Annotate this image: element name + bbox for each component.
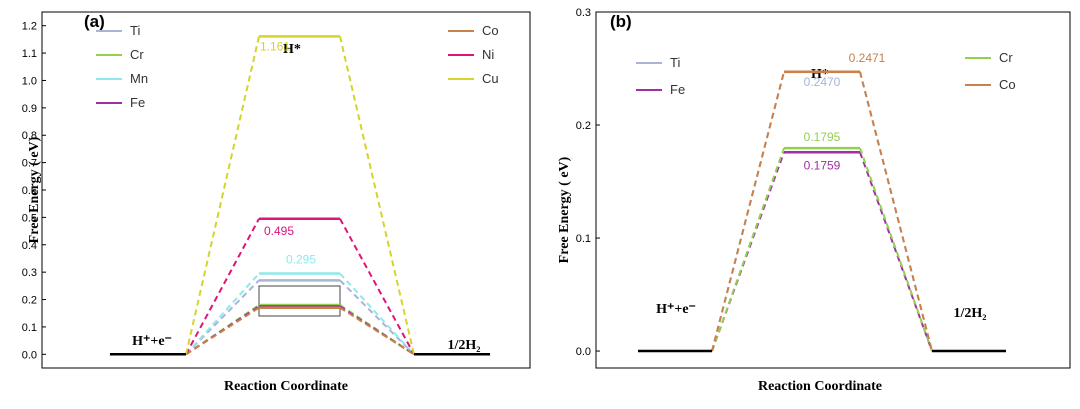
panel-a-series-mn-value-label: 0.295: [286, 253, 316, 267]
panel-a-ytick-label: 1.1: [22, 48, 37, 60]
panel-a-ytick-label: 1.2: [22, 21, 37, 33]
panel-b-plot: 0.0 0.1 0.2 0.3 0.2470 0.1759 0.1795 0.2471 Ti Fe…: [576, 7, 1016, 358]
panel-a-series-co-connector: [185, 306, 415, 356]
panel-b: (b) Reaction Coordinate Free Energy ( eV…: [557, 11, 1071, 394]
panel-b-ytick-label: 0.3: [576, 7, 591, 19]
panel-a-ytick-label: 0.6: [22, 185, 37, 197]
legend-label-ti: Ti: [670, 55, 680, 70]
panel-b-ytick-label: 0.1: [576, 233, 591, 245]
panel-a-series-cu-value-label: 1.161: [260, 39, 290, 53]
panel-b-state-left: H⁺+e⁻: [656, 302, 696, 317]
panel-a-series-mn-connector: [185, 272, 415, 355]
panel-a-series-cu-connector: [185, 36, 415, 355]
panel-a-series-cr-connector: [185, 304, 415, 356]
panel-a-ytick-label: 0.8: [22, 130, 37, 142]
panel-a-xlabel: Reaction Coordinate: [224, 379, 348, 394]
panel-a-series-ti-connector: [185, 279, 415, 356]
panel-a-plot: 0.0 0.1 0.2 0.3 0.4 0.5 0.6 0.7 0.8 0.9 1.0 1.1 1.2 0…: [22, 21, 499, 362]
panel-b-ylabel: Free Energy ( eV): [557, 156, 572, 263]
panel-a-inset-box: [258, 285, 341, 317]
panel-b-ytick-label: 0.0: [576, 346, 591, 358]
panel-a-letter: (a): [84, 12, 105, 31]
panel-b-series-co-value-label: 0.2471: [849, 51, 886, 65]
panel-b-series-ti-connector: [711, 71, 933, 352]
legend-label-fe: Fe: [130, 95, 145, 110]
panel-b-series-ti-value-label: 0.2470: [804, 75, 841, 89]
panel-a-series-ni-value-label: 0.495: [264, 224, 294, 238]
panel-b-frame: [595, 11, 1071, 369]
panel-a-ylabel: Free Energy ( eV): [27, 136, 42, 243]
legend-label-co: Co: [482, 23, 499, 38]
legend-label-cr: Cr: [999, 50, 1013, 65]
panel-b-letter: (b): [610, 12, 632, 31]
panel-a-ytick-label: 0.2: [22, 295, 37, 307]
panel-b-series-co-connector: [711, 71, 933, 352]
legend-label-mn: Mn: [130, 71, 148, 86]
legend-label-ti: Ti: [130, 23, 140, 38]
legend-label-co: Co: [999, 77, 1016, 92]
panel-a-state-right: 1/2H₂: [448, 338, 481, 353]
panel-b-state-right: 1/2H₂: [954, 306, 987, 321]
panel-b-xlabel: Reaction Coordinate: [758, 379, 882, 394]
panel-a-ytick-label: 0.7: [22, 158, 37, 170]
panel-a-series-ni-connector: [185, 218, 415, 355]
panel-a-ytick-label: 0.4: [22, 240, 37, 252]
panel-a-frame: [41, 11, 531, 369]
panel-b-series-cr-connector: [711, 147, 933, 352]
panel-a-ytick-label: 0.3: [22, 267, 37, 279]
legend-label-ni: Ni: [482, 47, 494, 62]
panel-a-ytick-label: 0.0: [22, 349, 37, 361]
panel-a-ytick-label: 0.9: [22, 103, 37, 115]
panel-a: (a) Reaction Coordinate Free Energy ( eV…: [27, 11, 531, 394]
panel-b-ytick-label: 0.2: [576, 120, 591, 132]
panel-a-ytick-label: 0.5: [22, 212, 37, 224]
panel-b-series-fe-connector: [711, 151, 933, 352]
panel-a-ytick-label: 0.1: [22, 322, 37, 334]
panel-a-ytick-label: 1.0: [22, 75, 37, 87]
panel-a-state-left: H⁺+e⁻: [132, 334, 172, 349]
panel-b-series-cr-value-label: 0.1795: [804, 130, 841, 144]
legend-label-cu: Cu: [482, 71, 499, 86]
panel-a-state-mid: H*: [283, 42, 301, 57]
legend-label-fe: Fe: [670, 82, 685, 97]
legend-label-cr: Cr: [130, 47, 144, 62]
panel-b-series-fe-value-label: 0.1759: [804, 158, 841, 172]
